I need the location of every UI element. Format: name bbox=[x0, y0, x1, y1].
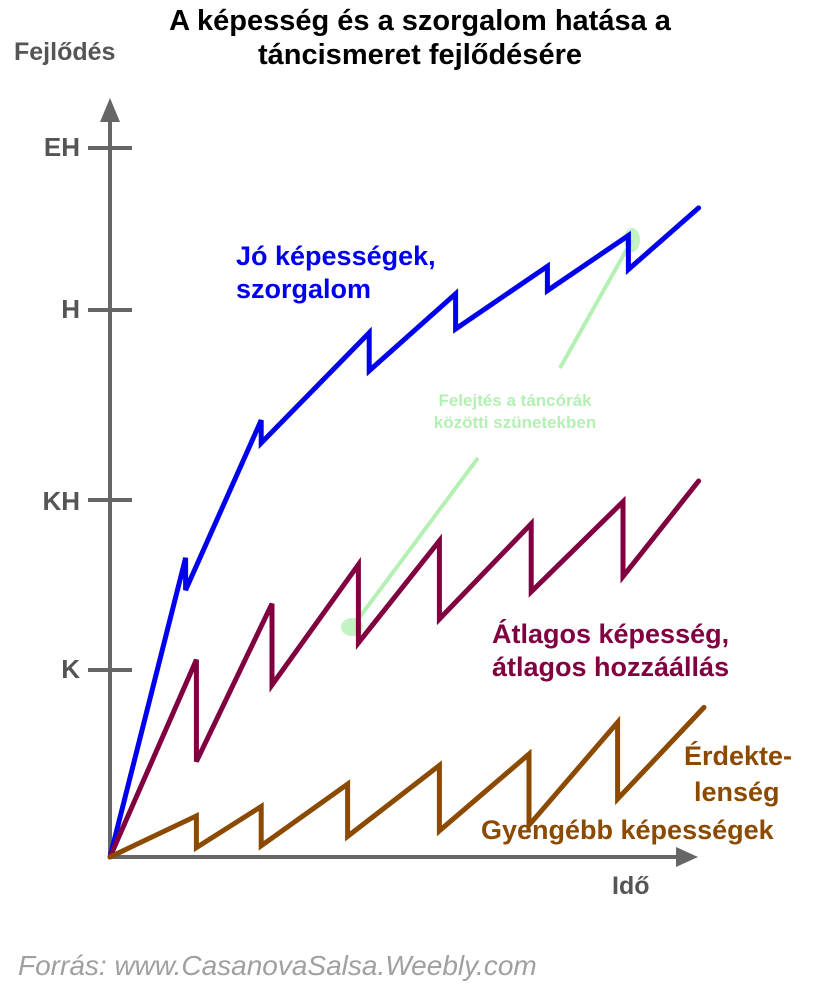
y-tick-label-kh: KH bbox=[42, 486, 80, 516]
series-line-maroon bbox=[107, 478, 702, 860]
annotation-pointer-lower bbox=[354, 456, 480, 624]
series-label-blue: Jó képességek, szorgalom bbox=[236, 240, 436, 306]
series-label-blue-line-1: Jó képességek, bbox=[236, 241, 436, 271]
chart-title-line-1: A képesség és a szorgalom hatása a bbox=[169, 5, 671, 37]
series-line-blue bbox=[107, 205, 702, 860]
series-label-brown-line-2: lenség bbox=[694, 777, 780, 807]
annotation-pointer-upper bbox=[558, 239, 634, 369]
y-tick-label-k: K bbox=[61, 654, 80, 684]
chart-title: A képesség és a szorgalom hatása a tánci… bbox=[140, 4, 700, 72]
y-tick-label-eh: EH bbox=[43, 132, 80, 162]
series-label-brown-line-1: Érdekte- bbox=[684, 741, 793, 771]
annotation-line-1: Felejtés a táncórák bbox=[438, 391, 592, 410]
source-credit: Forrás: www.CasanovaSalsa.Weebly.com bbox=[18, 950, 537, 981]
series-label-maroon: Átlagos képesség, átlagos hozzáállás bbox=[492, 618, 729, 684]
y-axis-arrowhead bbox=[100, 98, 120, 122]
series-label-maroon-line-1: Átlagos képesség, bbox=[492, 619, 730, 649]
x-axis-label: Idő bbox=[612, 872, 650, 900]
y-axis-label: Fejlődés bbox=[14, 38, 116, 66]
annotation-line-2: közötti szünetekben bbox=[433, 413, 597, 432]
series-label-blue-line-2: szorgalom bbox=[236, 274, 372, 304]
series-label-brown-top: Érdekte- lenség bbox=[684, 738, 792, 810]
forgetting-annotation: Felejtés a táncórák közötti szünetekben bbox=[405, 390, 625, 434]
series-line-brown bbox=[107, 704, 707, 860]
y-tick-label-h: H bbox=[61, 294, 80, 324]
series-label-brown-bottom: Gyengébb képességek bbox=[481, 815, 774, 845]
x-axis-arrowhead bbox=[676, 847, 698, 867]
series-label-maroon-line-2: átlagos hozzáállás bbox=[492, 652, 730, 682]
chart-title-line-2: táncismeret fejlődésére bbox=[258, 39, 582, 71]
